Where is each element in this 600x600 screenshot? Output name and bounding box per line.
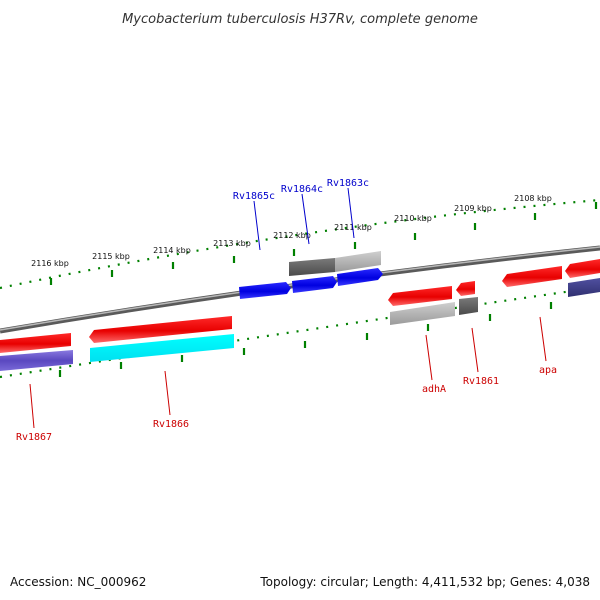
gene-label-adha[interactable]: adhA: [422, 384, 446, 395]
gray-feature-light: [335, 251, 381, 272]
gene-label-rv1863c[interactable]: Rv1863c: [327, 178, 369, 189]
tick-label: 2109 kbp: [454, 204, 492, 213]
inner-major-ticks: [58, 302, 553, 377]
gray-feature-dark: [289, 258, 335, 276]
outer-major-ticks: [49, 202, 598, 285]
gene-rv1867-arrow[interactable]: [0, 333, 71, 353]
tick-label: 2115 kbp: [92, 252, 130, 261]
bottom-leader-lines: [29, 316, 547, 429]
gene-rv1863c-arrow[interactable]: [337, 268, 383, 286]
gene-rv1861-arrow[interactable]: [456, 281, 475, 296]
tick-label: 2113 kbp: [213, 239, 251, 248]
gene-rv1864c-arrow[interactable]: [292, 276, 337, 293]
topology-text: Topology: circular; Length: 4,411,532 bp…: [259, 575, 590, 589]
tick-label: 2110 kbp: [394, 214, 432, 223]
cyan-feature: [90, 334, 234, 362]
gene-label-rv1861[interactable]: Rv1861: [463, 376, 499, 387]
gene-rv1866-arrow[interactable]: [89, 316, 232, 343]
purple-feature: [0, 350, 73, 371]
inner-tick-ring: [0, 285, 600, 379]
gene-label-rv1866[interactable]: Rv1866: [153, 419, 189, 430]
tick-label: 2108 kbp: [514, 194, 552, 203]
gene-label-rv1864c[interactable]: Rv1864c: [281, 184, 323, 195]
gray-feature-rv1861: [459, 297, 478, 315]
accession-text: Accession: NC_000962: [10, 575, 146, 589]
navy-feature: [568, 278, 600, 297]
gene-label-apa[interactable]: apa: [539, 365, 557, 376]
gray-feature-adha: [390, 302, 455, 325]
tick-label: 2116 kbp: [31, 259, 69, 268]
gene-label-rv1867[interactable]: Rv1867: [16, 432, 52, 443]
gene-label-rv1865c[interactable]: Rv1865c: [233, 191, 275, 202]
gene-apa-arrow[interactable]: [502, 266, 562, 287]
gene-arrow-edge[interactable]: [565, 259, 600, 278]
top-leader-lines: [253, 187, 355, 251]
tick-label: 2112 kbp: [273, 231, 311, 240]
gene-adha-arrow[interactable]: [388, 286, 452, 306]
genome-title: Mycobacterium tuberculosis H37Rv, comple…: [122, 12, 478, 27]
tick-label: 2114 kbp: [153, 246, 191, 255]
gene-rv1865c-arrow[interactable]: [239, 282, 291, 299]
